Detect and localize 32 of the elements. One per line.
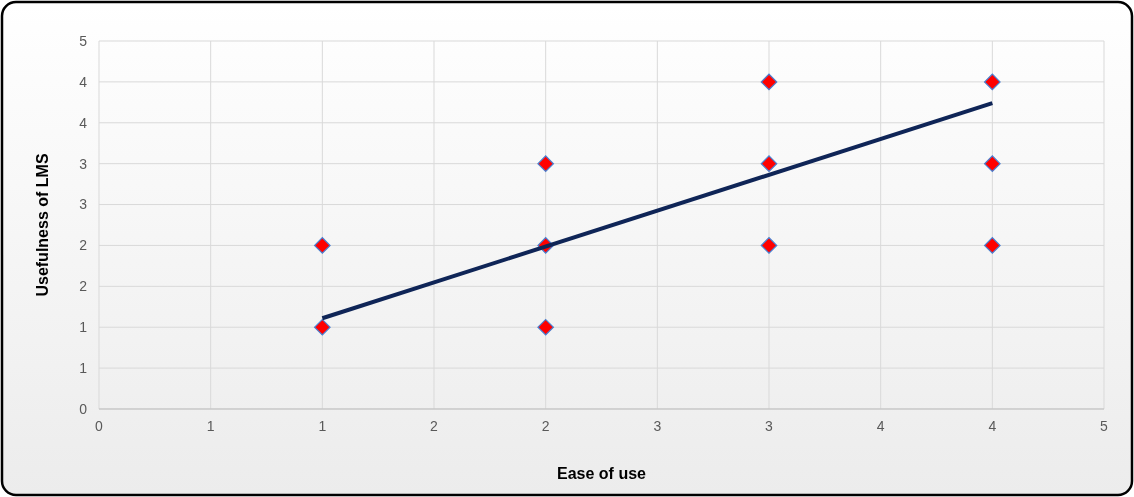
point: [537, 155, 555, 173]
x-tick-label: 0: [95, 418, 104, 434]
x-tick-label: 2: [541, 418, 550, 434]
y-tick-label: 1: [79, 360, 88, 377]
point: [313, 237, 331, 254]
x-tick-label: 4: [988, 418, 997, 434]
x-tick-label: 1: [206, 418, 215, 434]
y-tick-label: 5: [79, 32, 88, 49]
y-tick-label: 2: [79, 237, 88, 254]
x-tick-label: 3: [653, 418, 662, 434]
x-tick-label: 3: [765, 418, 774, 434]
point: [760, 73, 778, 91]
x-axis-title: Ease of use: [557, 465, 647, 482]
point: [760, 155, 778, 173]
point: [313, 318, 331, 336]
point: [983, 73, 1001, 91]
x-tick-label: 5: [1100, 418, 1109, 434]
y-tick-label: 4: [79, 114, 88, 131]
point: [983, 237, 1001, 254]
point: [760, 237, 778, 254]
x-tick-label: 2: [430, 418, 439, 434]
x-tick-label: 1: [318, 418, 327, 434]
y-tick-label: 3: [79, 155, 88, 172]
y-tick-label: 3: [79, 196, 88, 213]
y-tick-label: 1: [79, 319, 88, 336]
y-tick-label: 4: [79, 73, 88, 90]
y-tick-label: 0: [79, 400, 88, 417]
point: [537, 318, 555, 336]
point: [983, 155, 1001, 173]
y-tick-label: 2: [79, 278, 88, 295]
y-axis-title: Usefulness of LMS: [34, 153, 51, 297]
x-tick-label: 4: [876, 418, 885, 434]
